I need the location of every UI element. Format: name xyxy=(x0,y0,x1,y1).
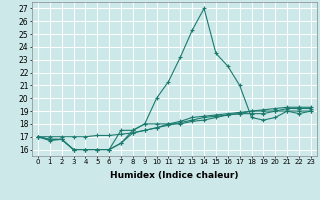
X-axis label: Humidex (Indice chaleur): Humidex (Indice chaleur) xyxy=(110,171,239,180)
